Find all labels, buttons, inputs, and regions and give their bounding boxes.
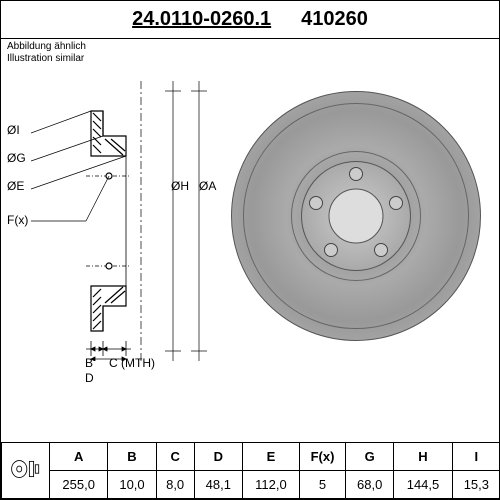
col-C: C xyxy=(156,443,194,471)
val-F: 5 xyxy=(299,471,345,499)
label-B: B xyxy=(85,356,93,370)
label-D: D xyxy=(85,371,94,385)
val-E: 112,0 xyxy=(242,471,299,499)
cross-section-svg xyxy=(31,81,161,361)
bolt-hole xyxy=(309,196,323,210)
col-G: G xyxy=(346,443,394,471)
val-C: 8,0 xyxy=(156,471,194,499)
col-B: B xyxy=(108,443,156,471)
table-value-row: 255,0 10,0 8,0 48,1 112,0 5 68,0 144,5 1… xyxy=(2,471,500,499)
val-B: 10,0 xyxy=(108,471,156,499)
disc-icon xyxy=(9,458,43,480)
label-I: ØI xyxy=(7,123,20,137)
val-H: 144,5 xyxy=(394,471,452,499)
label-E: ØE xyxy=(7,179,24,193)
ha-leaders xyxy=(161,81,221,361)
label-C: C (MTH) xyxy=(109,356,155,370)
col-D: D xyxy=(194,443,242,471)
short-code: 410260 xyxy=(301,8,368,31)
col-F: F(x) xyxy=(299,443,345,471)
col-H: H xyxy=(394,443,452,471)
figure-container: 24.0110-0260.1 410260 Abbildung ähnlich … xyxy=(0,0,500,500)
cross-section-drawing xyxy=(31,81,161,361)
val-D: 48,1 xyxy=(194,471,242,499)
subtitle-de: Abbildung ähnlich xyxy=(7,41,86,53)
val-A: 255,0 xyxy=(50,471,108,499)
bolt-hole xyxy=(374,243,388,257)
val-G: 68,0 xyxy=(346,471,394,499)
bolt-hole xyxy=(349,167,363,181)
table-header-row: A B C D E F(x) G H I xyxy=(2,443,500,471)
bolt-hole xyxy=(324,243,338,257)
part-number: 24.0110-0260.1 xyxy=(132,8,271,31)
header-bar: 24.0110-0260.1 410260 xyxy=(1,1,499,39)
val-I: 15,3 xyxy=(452,471,500,499)
col-E: E xyxy=(242,443,299,471)
label-G: ØG xyxy=(7,151,26,165)
spec-table: A B C D E F(x) G H I 255,0 10,0 8,0 48,1… xyxy=(1,442,500,499)
row-icon-cell xyxy=(2,443,50,499)
col-A: A xyxy=(50,443,108,471)
col-I: I xyxy=(452,443,500,471)
disc-center-hole xyxy=(329,189,384,244)
label-F: F(x) xyxy=(7,213,28,227)
disc-front-view xyxy=(231,91,481,341)
bolt-hole xyxy=(389,196,403,210)
diagram-area: ØI ØG ØE ØH ØA F(x) B C (MTH) D xyxy=(1,61,500,401)
